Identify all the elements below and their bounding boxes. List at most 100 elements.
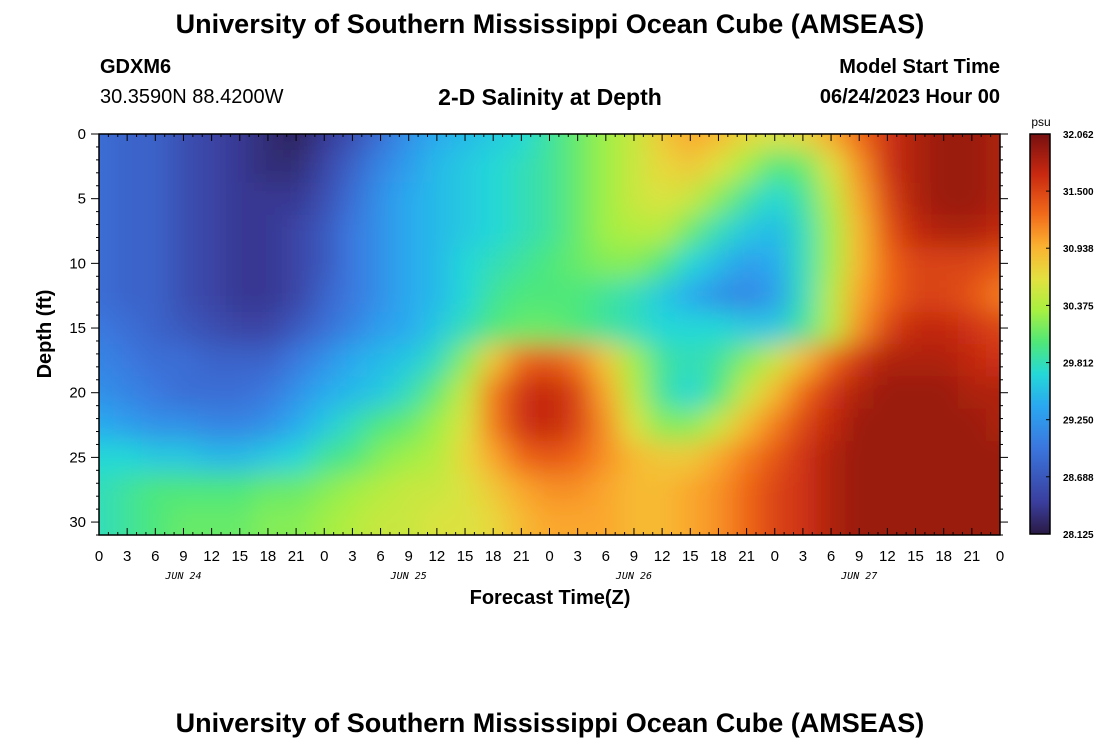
heatmap-cell [282,505,311,530]
heatmap-cell [591,214,621,248]
heatmap-cell [113,279,142,313]
heatmap-cell [732,247,762,281]
heatmap-cell [985,134,1000,151]
x-tick-label: 12 [203,548,220,565]
x-tick-label: 15 [907,548,924,565]
heatmap-cell [873,311,902,345]
model-start-value: 06/24/2023 Hour 00 [819,86,1000,108]
heatmap-cell [99,473,114,507]
heatmap-cell [507,182,536,216]
heatmap-cell [253,441,283,475]
heatmap-cell [816,279,846,313]
heatmap-cell [591,247,621,281]
colorbar: psu 32.062 31.500 30.938 30.375 29.812 29.250… [1029,115,1094,541]
heatmap-cell [507,214,536,248]
heatmap-cell [394,344,424,378]
heatmap-cell [929,182,959,216]
heatmap-cell [422,134,452,151]
heatmap-cell [225,134,255,151]
heatmap-cell [648,376,677,410]
heatmap-cell [141,279,170,313]
heatmap-cell [648,441,677,475]
heatmap-cell [282,311,311,345]
heatmap-cell [113,473,142,507]
heatmap-cell [732,311,762,345]
heatmap-cell [704,344,734,378]
heatmap-cell [253,279,283,313]
heatmap-cell [704,150,734,184]
heatmap-cell [704,247,734,281]
heatmap-cell [788,150,818,184]
heatmap-cell [816,311,846,345]
heatmap-cell [479,182,508,216]
heatmap-cell [591,441,621,475]
heatmap-cell [253,505,283,530]
heatmap-cell [901,150,931,184]
heatmap-cell [422,150,452,184]
heatmap-cell [282,376,311,410]
heatmap-cell [310,214,339,248]
x-tick-label: 21 [288,548,305,565]
heatmap-cell [450,505,480,530]
heatmap-cell [310,505,339,530]
heatmap-cell [788,376,818,410]
heatmap-cell [113,247,142,281]
colorbar-tick-label: 28.688 [1063,473,1094,484]
heatmap-cell [366,473,396,507]
heatmap-cell [845,311,874,345]
heatmap-cell [873,473,902,507]
heatmap-cell [310,150,339,184]
x-tick-label: 6 [602,548,610,565]
heatmap-cell [225,150,255,184]
heatmap-cell [788,134,818,151]
salinity-chart: 0 3 6 9 12 15 18 21 0 3 6 9 12 15 18 21 0 3 6 9 12 15 18 21 0 3 6 9… [34,115,1094,609]
heatmap-cell [929,408,959,442]
heatmap-cell [310,344,339,378]
heatmap-cell [957,505,987,530]
heatmap-cell [929,279,959,313]
heatmap-cell [873,214,902,248]
heatmap-cell [676,311,705,345]
heatmap-cell [141,505,170,530]
heatmap-cell [591,344,621,378]
heatmap-cell [563,505,593,530]
heatmap-cell [563,376,593,410]
x-tick-label: 12 [429,548,446,565]
x-tick-label: 15 [682,548,699,565]
heatmap-cell [957,311,987,345]
heatmap-cell [366,134,396,151]
heatmap-cell [310,473,339,507]
heatmap-area [99,134,1000,535]
heatmap-cell [985,247,1000,281]
x-axis-label: Forecast Time(Z) [470,587,631,609]
heatmap-cell [422,279,452,313]
heatmap-cell [563,441,593,475]
heatmap-cell [197,473,227,507]
heatmap-cell [282,214,311,248]
heatmap-cell [957,214,987,248]
heatmap-cell [816,247,846,281]
heatmap-cell [845,150,874,184]
heatmap-cell [197,376,227,410]
heatmap-cell [591,408,621,442]
x-tick-label: 18 [935,548,952,565]
heatmap-cell [338,311,367,345]
heatmap-cell [704,408,734,442]
heatmap-cell [760,247,790,281]
x-tick-label: 12 [879,548,896,565]
station-id: GDXM6 [100,56,172,78]
y-axis-label: Depth (ft) [34,290,56,379]
heatmap-cell [479,344,508,378]
heatmap-cell [816,182,846,216]
heatmap-cell [141,150,170,184]
heatmap-cell [450,247,480,281]
heatmap-cell [648,408,677,442]
heatmap-cell [901,408,931,442]
heatmap-cell [535,441,565,475]
x-day-label: JUN 24 [164,571,201,582]
heatmap-cell [929,134,959,151]
heatmap-cell [169,182,199,216]
heatmap-cell [253,311,283,345]
heatmap-cell [985,279,1000,313]
heatmap-cell [760,344,790,378]
